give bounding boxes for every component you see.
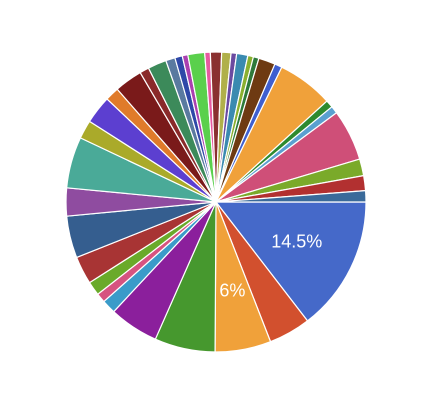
slice-label-1: 14.5% — [271, 232, 322, 252]
slices-layer — [65, 51, 367, 353]
pie-slice-38 — [215, 190, 367, 203]
labels-layer: 14.5% 6% — [219, 232, 322, 301]
pie-slice-1 — [215, 201, 367, 322]
slice-label-3: 6% — [219, 281, 245, 301]
